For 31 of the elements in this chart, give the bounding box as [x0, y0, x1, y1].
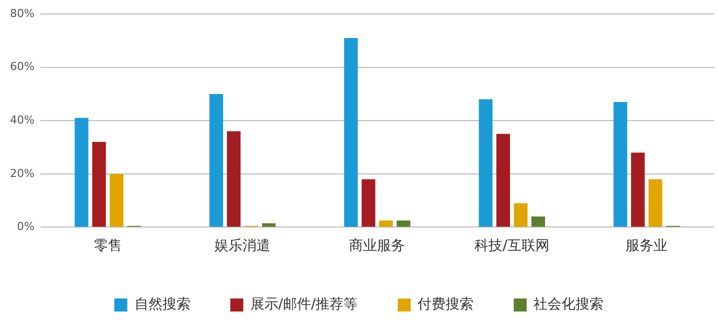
y-tick-label: 0% [16, 220, 34, 234]
y-tick-label: 20% [10, 166, 34, 180]
bar [478, 99, 492, 227]
bar [362, 179, 376, 227]
bar [496, 134, 510, 227]
bar [379, 220, 393, 227]
bar [396, 220, 410, 227]
bar [74, 118, 88, 227]
bar [631, 152, 645, 227]
x-tick-label: 零售 [94, 238, 122, 254]
x-tick-label: 商业服务 [349, 238, 406, 254]
x-tick-label: 娱乐消遣 [214, 238, 271, 254]
bar [531, 216, 546, 227]
bar [209, 94, 224, 227]
y-tick-label: 60% [10, 60, 34, 74]
bar [226, 131, 241, 227]
legend-label: 社会化搜索 [534, 296, 604, 313]
bar [110, 174, 124, 227]
bar [514, 203, 528, 227]
bar [92, 142, 106, 227]
x-tick-label: 科技/互联网 [474, 238, 550, 254]
bar [648, 179, 662, 227]
legend-label: 展示/邮件/推荐等 [250, 296, 358, 313]
y-tick-label: 80% [10, 6, 34, 20]
bar [262, 223, 276, 227]
x-tick-label: 服务业 [626, 238, 668, 254]
legend-label: 自然搜索 [134, 296, 190, 313]
bar [614, 102, 628, 227]
bar [344, 38, 358, 227]
legend-label: 付费搜索 [416, 296, 474, 313]
y-tick-label: 40% [10, 113, 34, 126]
